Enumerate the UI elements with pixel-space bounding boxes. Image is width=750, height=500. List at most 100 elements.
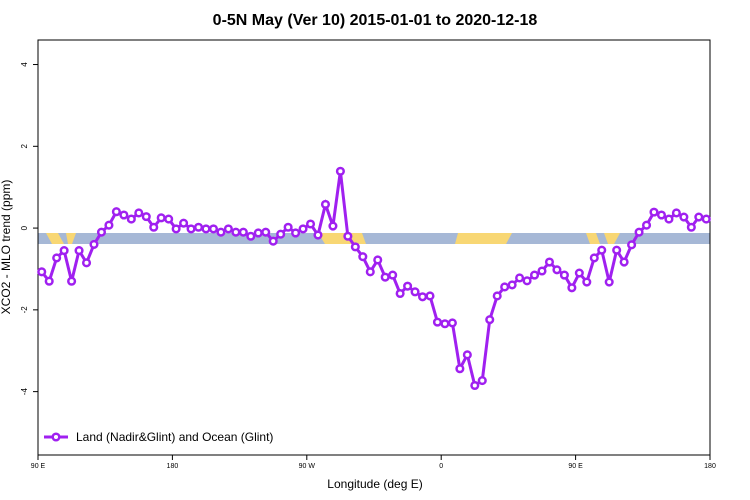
data-point	[470, 380, 480, 391]
data-point	[328, 221, 338, 231]
data-point	[298, 224, 308, 234]
y-tick-label: -2	[20, 306, 29, 314]
data-point	[320, 199, 331, 209]
data-point	[537, 266, 547, 276]
data-point	[89, 239, 99, 249]
data-point	[380, 272, 390, 282]
data-point	[574, 268, 584, 278]
surface-band	[38, 233, 710, 244]
data-point	[373, 255, 383, 265]
data-point	[492, 291, 502, 301]
x-tick-label: 180	[167, 463, 179, 470]
data-point	[44, 276, 54, 286]
data-point	[567, 283, 577, 293]
data-point	[104, 220, 114, 230]
data-point	[552, 265, 562, 275]
data-point	[679, 212, 689, 222]
data-point	[134, 208, 144, 218]
data-point	[432, 317, 443, 327]
data-point	[156, 213, 166, 223]
data-point	[522, 276, 532, 286]
data-point	[641, 220, 652, 230]
data-point	[52, 253, 62, 263]
x-tick-label: 90 E	[31, 463, 46, 470]
data-point	[81, 258, 92, 268]
data-point	[664, 214, 674, 224]
data-point	[268, 236, 278, 246]
data-point	[201, 224, 211, 234]
data-point	[164, 214, 174, 224]
data-point	[208, 224, 219, 234]
data-point	[529, 270, 540, 280]
data-point	[612, 245, 622, 255]
data-point	[582, 277, 592, 287]
data-point	[313, 230, 323, 240]
plot-frame	[37, 39, 711, 456]
y-tick-label: -4	[20, 388, 29, 396]
data-point	[276, 229, 286, 239]
data-point	[231, 227, 241, 237]
x-tick-label: 0	[439, 463, 443, 470]
legend-marker	[51, 432, 61, 442]
data-point	[59, 246, 69, 256]
x-axis-label: Longitude (deg E)	[327, 477, 422, 491]
data-point	[410, 287, 420, 297]
data-point	[656, 210, 667, 220]
data-point	[649, 207, 659, 217]
data-point	[74, 246, 84, 256]
data-point	[365, 267, 375, 277]
data-point	[149, 222, 159, 232]
x-tick-label: 90 W	[299, 463, 316, 470]
legend-label: Land (Nadir&Glint) and Ocean (Glint)	[76, 430, 273, 444]
data-point	[455, 364, 465, 374]
data-point	[343, 231, 353, 241]
data-point	[291, 228, 301, 238]
chart-title: 0-5N May (Ver 10) 2015-01-01 to 2020-12-…	[213, 12, 538, 29]
data-point	[119, 210, 129, 220]
data-point	[634, 227, 644, 237]
data-point	[193, 222, 204, 232]
x-tick-label: 180	[704, 463, 716, 470]
data-point	[447, 318, 457, 328]
y-tick-label: 4	[20, 62, 29, 67]
data-point	[358, 252, 368, 262]
data-point	[126, 214, 136, 224]
data-point	[544, 257, 555, 267]
data-point	[283, 222, 293, 232]
data-point	[477, 376, 487, 386]
data-point	[238, 227, 248, 237]
data-point	[597, 245, 607, 255]
data-point	[67, 276, 77, 286]
data-point	[701, 214, 711, 224]
data-point	[96, 227, 107, 237]
data-point	[604, 277, 614, 287]
data-point	[305, 219, 316, 229]
data-point	[395, 288, 405, 299]
data-point	[589, 253, 599, 263]
data-point	[462, 350, 472, 360]
data-point	[246, 231, 256, 241]
data-point	[671, 208, 681, 218]
data-point	[500, 282, 510, 292]
data-point	[111, 207, 121, 217]
data-point	[37, 267, 47, 277]
data-point	[694, 212, 704, 222]
data-point	[350, 242, 360, 252]
data-point	[261, 227, 271, 237]
data-point	[186, 224, 196, 234]
data-point	[403, 281, 413, 291]
data-point	[619, 257, 629, 267]
data-point	[507, 280, 517, 290]
y-axis-label: XCO2 - MLO trend (ppm)	[0, 180, 13, 315]
data-point	[335, 166, 345, 176]
data-point	[440, 319, 450, 329]
data-point	[485, 315, 495, 325]
data-point	[417, 292, 428, 302]
data-point	[253, 228, 263, 238]
y-tick-label: 2	[20, 144, 29, 149]
y-tick-label: 0	[20, 225, 29, 230]
data-point	[179, 218, 189, 228]
data-point	[216, 227, 226, 237]
data-point	[627, 240, 637, 250]
